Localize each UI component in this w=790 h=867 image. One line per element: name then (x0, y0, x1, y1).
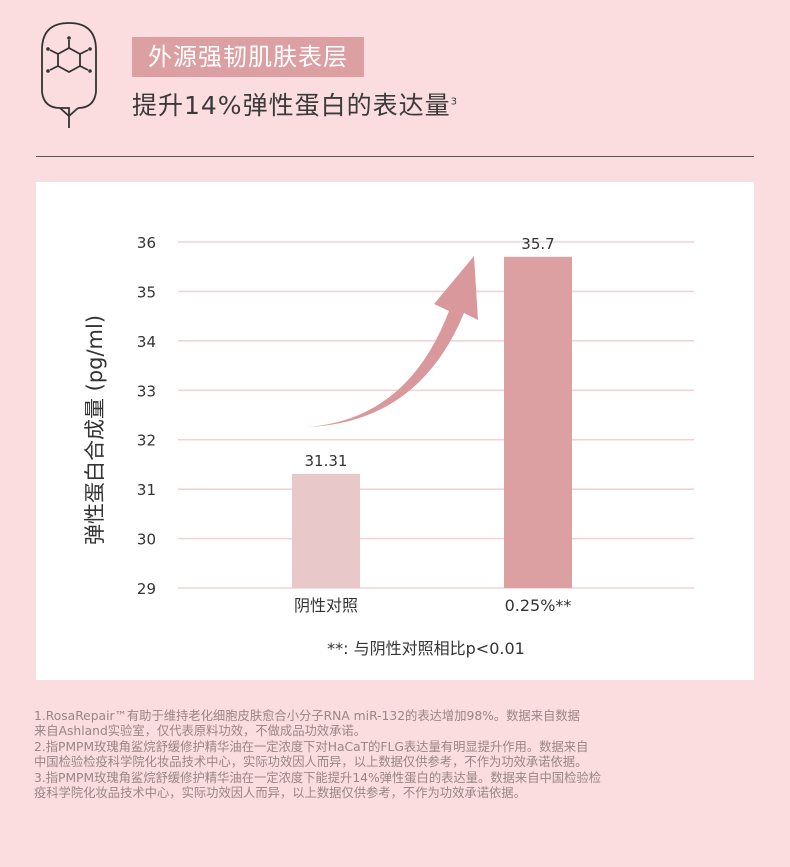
y-axis-label: 弹性蛋白合成量 (pg/ml) (83, 314, 107, 546)
y-tick-label: 36 (137, 234, 156, 252)
footnote-line: 来自Ashland实验室，仅代表原料功效，不做成品功效承诺。 (34, 724, 366, 739)
y-tick-label: 35 (137, 283, 156, 301)
molecule-y-icon (41, 22, 97, 128)
footnote-line: 3.指PMPM玫瑰角鲨烷舒缓修护精华油在一定浓度下能提升14%弹性蛋白的表达量。… (34, 770, 601, 785)
footnote-line: 疫科学院化妆品技术中心，实际功效因人而异，以上数据仅供参考，不作为功效承诺依据。 (34, 786, 526, 801)
page-title: 外源强韧肌肤表层 (132, 37, 364, 77)
subtitle-text: 提升14%弹性蛋白的表达量 (132, 91, 451, 120)
category-label: 阴性对照 (294, 596, 358, 615)
y-tick-label: 32 (137, 432, 156, 450)
y-tick-label: 31 (137, 481, 156, 499)
y-tick-label: 33 (137, 382, 156, 400)
growth-arrow-icon (308, 256, 478, 427)
footnote-line: 2.指PMPM玫瑰角鲨烷舒缓修护精华油在一定浓度下对HaCaT的FLG表达量有明… (34, 739, 589, 754)
subtitle-footnote-ref: 3 (450, 96, 458, 108)
bar (504, 256, 572, 588)
data-label: 31.31 (305, 452, 348, 470)
significance-note: **: 与阴性对照相比p<0.01 (327, 639, 525, 658)
category-label: 0.25%** (505, 596, 572, 615)
footnote-line: 1.RosaRepair™有助于维持老化细胞皮肤愈合小分子RNA miR-132… (34, 709, 580, 723)
chart-panel: 29 30 31 32 33 34 35 36 31.31 阴性对照 35.7 0.25%** **: … (36, 182, 754, 680)
y-tick-label: 34 (137, 333, 156, 351)
page-subtitle: 提升14%弹性蛋白的表达量3 (132, 86, 458, 122)
bar (292, 473, 360, 588)
footnote-line: 中国检验检疫科学院化妆品技术中心，实际功效因人而异，以上数据仅供参考，不作为功效… (34, 755, 588, 770)
y-tick-label: 30 (137, 531, 156, 549)
footnotes: 1.RosaRepair™有助于维持老化细胞皮肤愈合小分子RNA miR-132… (34, 709, 764, 801)
header-divider (36, 156, 754, 157)
bar-chart: 29 30 31 32 33 34 35 36 31.31 阴性对照 35.7 0.25%** **: … (137, 234, 694, 658)
data-label: 35.7 (521, 235, 554, 253)
y-tick-label: 29 (137, 580, 156, 598)
